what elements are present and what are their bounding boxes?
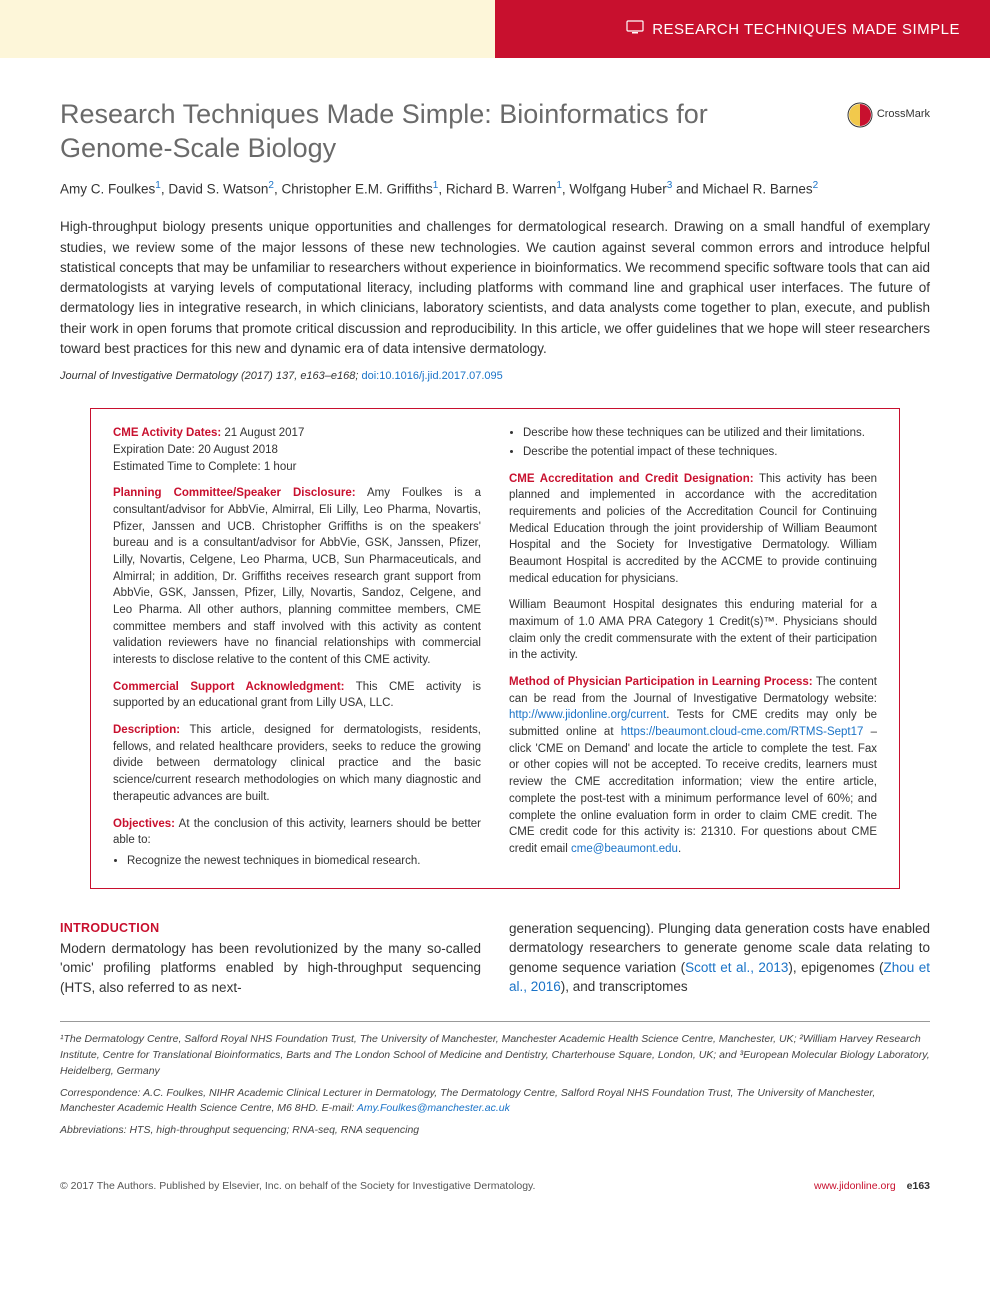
crossmark-label: CrossMark xyxy=(877,107,930,122)
intro-right-post: ), and transcriptomes xyxy=(561,979,688,994)
cme-objective-item: Recognize the newest techniques in biome… xyxy=(127,853,481,870)
crossmark-widget[interactable]: CrossMark xyxy=(847,102,930,128)
cme-objectives-heading: Objectives: xyxy=(113,818,175,830)
cme-dates: 21 August 2017 xyxy=(221,427,304,439)
cme-accred-heading: CME Accreditation and Credit Designation… xyxy=(509,473,754,485)
cme-method-heading: Method of Physician Participation in Lea… xyxy=(509,676,813,688)
author-list: Amy C. Foulkes1, David S. Watson2, Chris… xyxy=(60,178,930,200)
banner-section-label: RESEARCH TECHNIQUES MADE SIMPLE xyxy=(495,0,990,58)
intro-cite1[interactable]: Scott et al., 2013 xyxy=(685,960,788,975)
affiliations: ¹The Dermatology Centre, Salford Royal N… xyxy=(60,1032,930,1079)
citation-yearvol: (2017) 137, e163–e168; xyxy=(241,370,358,382)
banner-left-fill xyxy=(0,0,495,58)
correspondence-email[interactable]: Amy.Foulkes@manchester.ac.uk xyxy=(357,1102,510,1114)
cme-method-email[interactable]: cme@beaumont.edu xyxy=(571,843,678,855)
cme-time: Estimated Time to Complete: 1 hour xyxy=(113,461,296,473)
journal-banner: RESEARCH TECHNIQUES MADE SIMPLE xyxy=(0,0,990,58)
cme-method-post: – click 'CME on Demand' and locate the a… xyxy=(509,726,877,855)
cme-accred-text2: William Beaumont Hospital designates thi… xyxy=(509,597,877,664)
cme-planning-heading: Planning Committee/Speaker Disclosure: xyxy=(113,487,356,499)
intro-right-mid: ), epigenomes ( xyxy=(788,960,883,975)
cme-right-column: Describe how these techniques can be uti… xyxy=(509,425,877,871)
correspondence: Correspondence: A.C. Foulkes, NIHR Acade… xyxy=(60,1086,930,1118)
intro-left-col: INTRODUCTION Modern dermatology has been… xyxy=(60,919,481,998)
cme-objective-item: Describe the potential impact of these t… xyxy=(523,444,877,461)
page-footer: © 2017 The Authors. Published by Elsevie… xyxy=(0,1165,990,1212)
cme-info-box: CME Activity Dates: 21 August 2017 Expir… xyxy=(90,408,900,888)
intro-heading: INTRODUCTION xyxy=(60,919,481,937)
cme-objectives-list-right: Describe how these techniques can be uti… xyxy=(509,425,877,460)
article-content: Research Techniques Made Simple: Bioinfo… xyxy=(0,58,990,1165)
cme-method-period: . xyxy=(678,843,681,855)
cme-commercial-heading: Commercial Support Acknowledgment: xyxy=(113,681,345,693)
abstract-text: High-throughput biology presents unique … xyxy=(60,217,930,359)
journal-url[interactable]: www.jidonline.org xyxy=(814,1180,896,1192)
cme-method-link1[interactable]: http://www.jidonline.org/current xyxy=(509,709,666,721)
footer-right: www.jidonline.org e163 xyxy=(814,1179,930,1194)
cme-objectives-list-left: Recognize the newest techniques in biome… xyxy=(113,853,481,870)
abbreviations: Abbreviations: HTS, high-throughput sequ… xyxy=(60,1123,930,1139)
intro-right-col: generation sequencing). Plunging data ge… xyxy=(509,919,930,998)
cme-description-heading: Description: xyxy=(113,724,180,736)
citation-line: Journal of Investigative Dermatology (20… xyxy=(60,369,930,384)
cme-method-link2[interactable]: https://beaumont.cloud-cme.com/RTMS-Sept… xyxy=(621,726,864,738)
footnotes: ¹The Dermatology Centre, Salford Royal N… xyxy=(60,1021,930,1139)
banner-label-text: RESEARCH TECHNIQUES MADE SIMPLE xyxy=(652,19,960,40)
cme-dates-heading: CME Activity Dates: xyxy=(113,427,221,439)
cme-planning-text: Amy Foulkes is a consultant/advisor for … xyxy=(113,487,481,666)
page-number: e163 xyxy=(907,1180,930,1192)
doi-link[interactable]: doi:10.1016/j.jid.2017.07.095 xyxy=(362,370,503,382)
copyright-text: © 2017 The Authors. Published by Elsevie… xyxy=(60,1179,535,1194)
intro-left-text: Modern dermatology has been revolutioniz… xyxy=(60,941,481,995)
cme-accred-text: This activity has been planned and imple… xyxy=(509,473,877,585)
monitor-icon xyxy=(626,19,644,40)
title-row: Research Techniques Made Simple: Bioinfo… xyxy=(60,98,930,166)
cme-objective-item: Describe how these techniques can be uti… xyxy=(523,425,877,442)
cme-left-column: CME Activity Dates: 21 August 2017 Expir… xyxy=(113,425,481,871)
article-title: Research Techniques Made Simple: Bioinfo… xyxy=(60,98,827,166)
cme-expiration: Expiration Date: 20 August 2018 xyxy=(113,444,278,456)
introduction-section: INTRODUCTION Modern dermatology has been… xyxy=(60,919,930,998)
journal-name: Journal of Investigative Dermatology xyxy=(60,370,238,382)
crossmark-icon xyxy=(847,102,873,128)
